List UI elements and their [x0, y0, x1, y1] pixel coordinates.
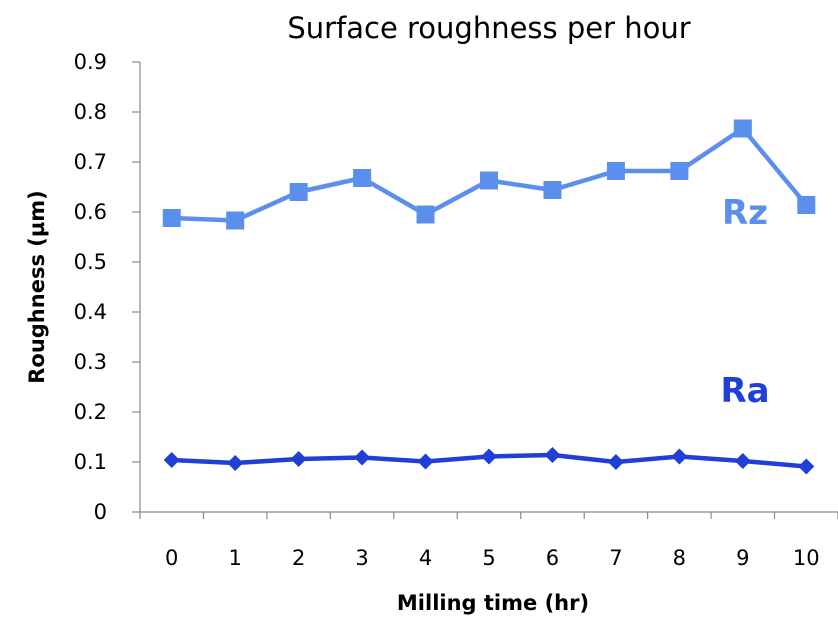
y-tick-label: 0.5 — [74, 250, 107, 274]
y-tick-label: 0.3 — [74, 350, 107, 374]
y-tick-label: 0.8 — [74, 100, 107, 124]
x-tick-label: 1 — [228, 546, 241, 570]
x-tick-label: 4 — [419, 546, 432, 570]
y-axis-ticks: 0 0.1 0.2 0.3 0.4 0.5 0.6 0.7 0.8 0.9 — [74, 50, 140, 524]
series-labels: Rz Ra — [720, 193, 769, 411]
data-point-rz — [226, 211, 245, 230]
data-point-rz — [797, 196, 816, 214]
x-tick-label: 0 — [165, 546, 178, 570]
x-tick-label: 9 — [736, 546, 749, 570]
data-point-rz — [353, 169, 372, 187]
y-tick-label: 0.7 — [74, 150, 107, 174]
data-point-rz — [416, 205, 435, 224]
data-point-ra — [607, 454, 624, 470]
x-tick-label: 3 — [355, 546, 368, 570]
x-tick-label: 5 — [482, 546, 495, 570]
x-axis-ticks: 0 1 2 3 4 5 6 7 8 9 10 — [139, 512, 838, 570]
y-tick-label: 0.6 — [74, 200, 107, 224]
data-point-rz — [289, 183, 308, 201]
data-point-rz — [162, 209, 181, 227]
data-point-ra — [671, 448, 688, 465]
data-point-ra — [417, 453, 434, 470]
y-axis-title: Roughness (µm) — [25, 190, 49, 384]
data-point-ra — [798, 458, 815, 475]
data-point-ra — [290, 451, 307, 467]
x-tick-label: 10 — [793, 546, 820, 570]
x-tick-label: 7 — [609, 546, 622, 570]
data-point-ra — [734, 453, 751, 469]
data-point-ra — [481, 448, 497, 465]
y-tick-label: 0.4 — [74, 300, 107, 324]
data-point-rz — [543, 181, 562, 199]
y-tick-label: 0.9 — [74, 50, 107, 74]
data-point-ra — [354, 449, 371, 466]
series-ra — [163, 447, 815, 475]
data-point-rz — [670, 162, 689, 180]
chart-title: Surface roughness per hour — [287, 11, 690, 45]
y-tick-label: 0 — [94, 500, 107, 524]
data-point-rz — [606, 162, 625, 180]
series-rz — [162, 119, 816, 230]
x-axis-title: Milling time (hr) — [397, 591, 589, 615]
data-point-rz — [733, 119, 752, 138]
x-tick-label: 8 — [673, 546, 686, 570]
y-tick-label: 0.2 — [74, 400, 107, 424]
y-tick-label: 0.1 — [74, 450, 107, 474]
series-layer — [162, 119, 816, 475]
x-tick-label: 6 — [546, 546, 559, 570]
data-point-ra — [163, 452, 180, 468]
data-point-ra — [227, 455, 244, 471]
x-tick-label: 2 — [292, 546, 305, 570]
series-label-ra: Ra — [720, 371, 769, 411]
data-point-ra — [544, 447, 561, 463]
series-label-rz: Rz — [722, 193, 768, 233]
data-point-rz — [480, 171, 498, 190]
